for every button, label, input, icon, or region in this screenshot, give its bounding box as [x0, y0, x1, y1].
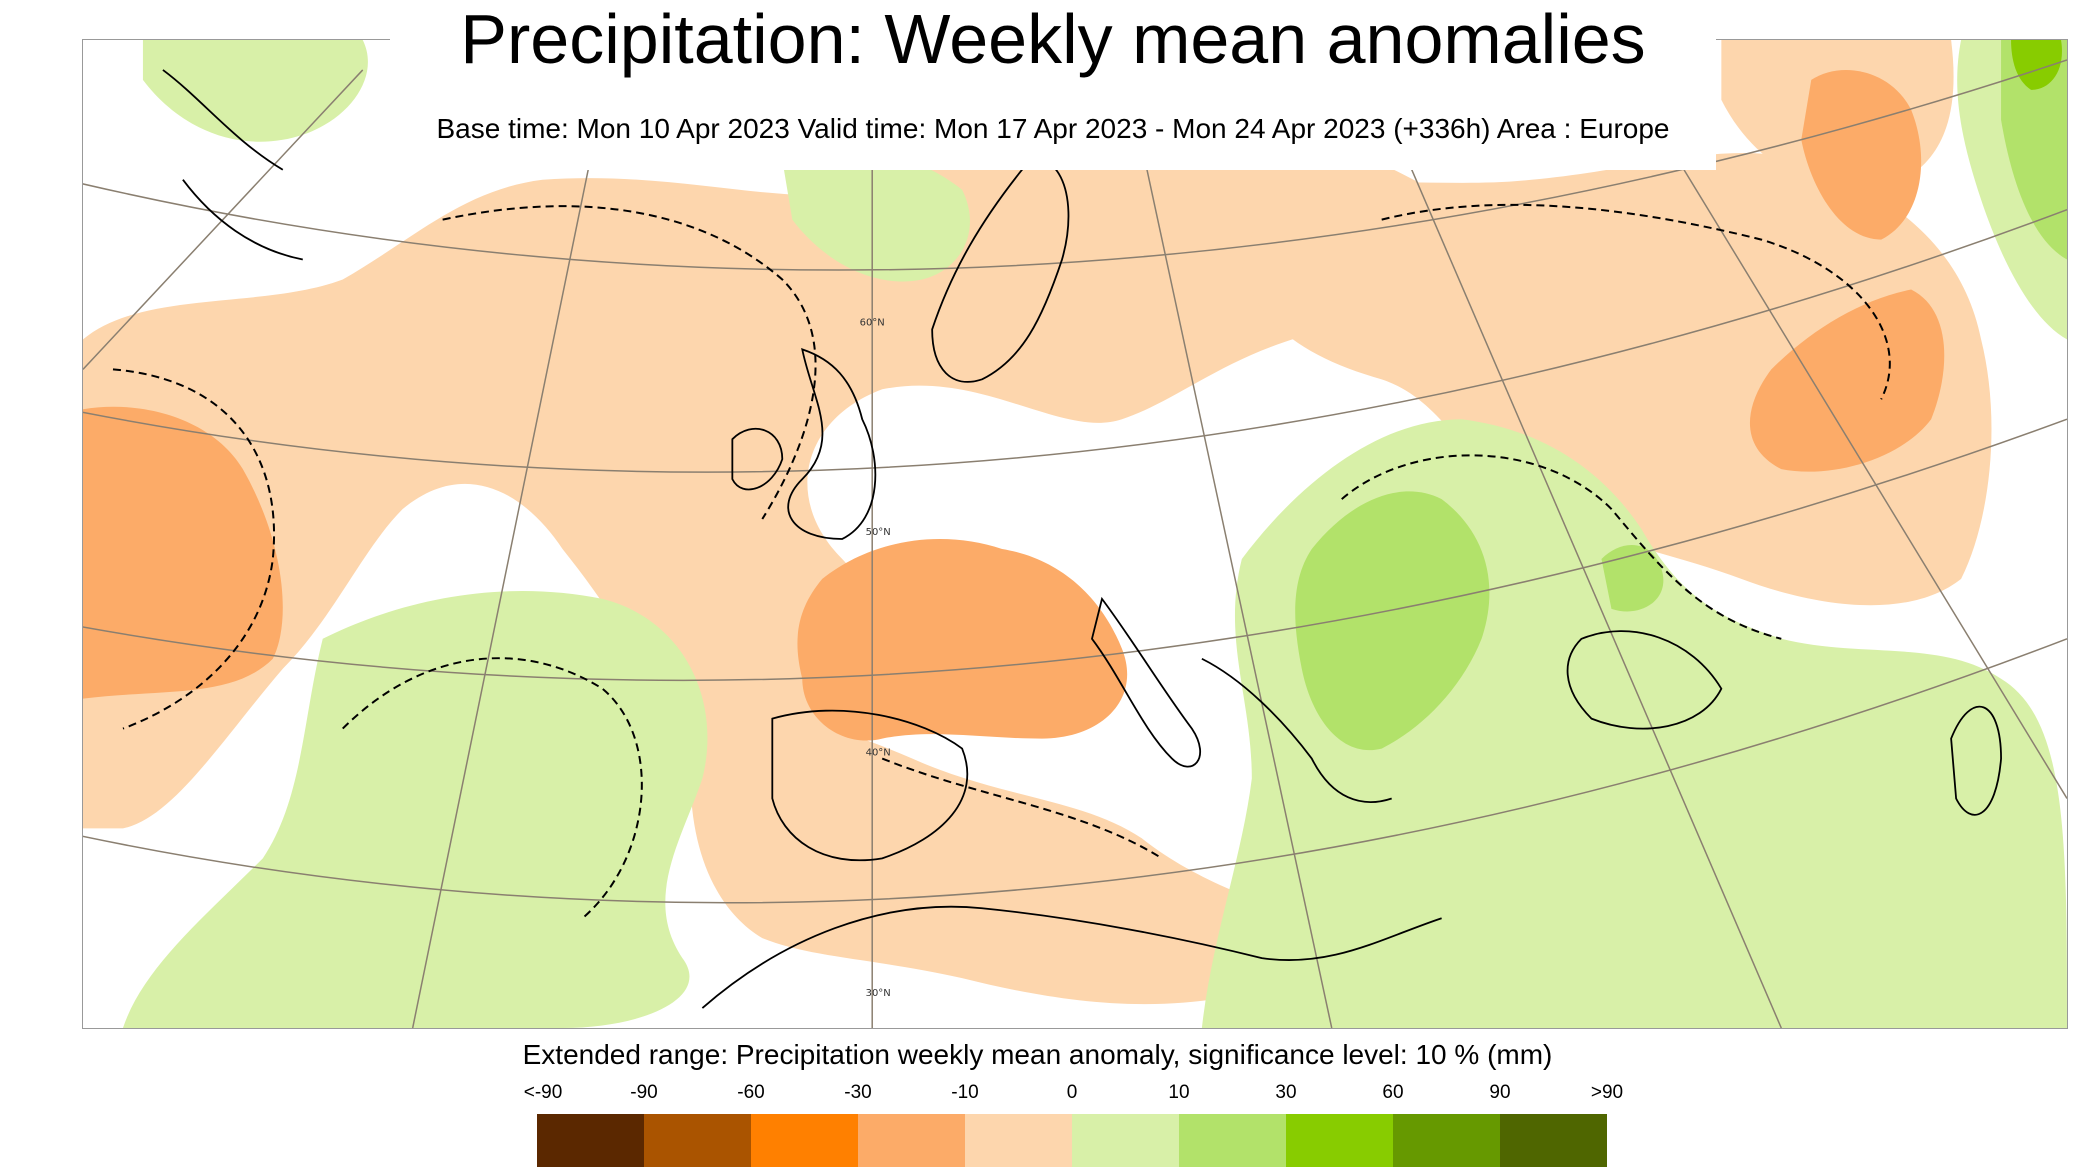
lat-label-40n: 40°N — [866, 748, 891, 759]
lat-label-50n: 50°N — [866, 527, 891, 538]
coast-iberia — [771, 709, 969, 862]
latitude-labels: 60°N 50°N 40°N 30°N — [860, 317, 891, 999]
coast-italy — [1091, 596, 1202, 768]
legend-swatch-6 — [1179, 1114, 1286, 1167]
legend-label: 10 — [1168, 1082, 1190, 1103]
legend-swatch-3 — [858, 1114, 965, 1167]
legend-label: 30 — [1275, 1082, 1297, 1103]
coastlines — [162, 69, 2002, 1009]
map-title: Precipitation: Weekly mean anomalies — [460, 0, 1646, 78]
legend-caption: Extended range: Precipitation weekly mea… — [522, 1039, 1553, 1070]
precipitation-anomaly-map: 60°N 50°N 40°N 30°N — [83, 40, 2067, 1028]
map-panel: 60°N 50°N 40°N 30°N — [82, 39, 2068, 1029]
coast-black-sea — [1566, 630, 1723, 730]
legend-swatch-2 — [751, 1114, 858, 1167]
dry-region-iberia-north-africa — [690, 719, 1316, 1005]
coast-scandinavia — [931, 160, 1070, 383]
wet-region-scandinavia — [782, 149, 970, 282]
coast-ireland — [731, 428, 784, 491]
coast-north-africa — [701, 905, 1442, 1009]
wet-anomaly-regions — [122, 40, 2067, 1028]
map-subtitle: Base time: Mon 10 Apr 2023 Valid time: M… — [436, 113, 1670, 144]
legend-label: -30 — [844, 1082, 872, 1103]
wet-region-greenland — [142, 40, 368, 142]
dry-region-eastern-europe — [1241, 153, 1992, 606]
legend-label: 90 — [1489, 1082, 1511, 1103]
graticule-30n — [83, 638, 2067, 904]
legend-labels: <-90 -90 -60 -30 -10 0 10 30 60 90 >90 — [0, 1083, 2075, 1109]
legend-label: -90 — [630, 1082, 658, 1103]
legend-label: -60 — [737, 1082, 765, 1103]
legend-label: <-90 — [523, 1082, 563, 1103]
wet-region-greece-core — [1295, 491, 1490, 751]
legend-label: >90 — [1590, 1082, 1624, 1103]
coast-caspian — [1950, 705, 2002, 816]
legend-color-bar — [537, 1114, 1607, 1167]
legend-label: 0 — [1066, 1082, 1078, 1103]
dry-region-ural — [1801, 69, 1922, 240]
legend-swatch-5 — [1072, 1114, 1179, 1167]
legend-label: 60 — [1382, 1082, 1404, 1103]
legend-swatch-8 — [1393, 1114, 1500, 1167]
legend-label: -10 — [951, 1082, 979, 1103]
coast-greenland — [162, 69, 303, 261]
lat-label-60n: 60°N — [860, 317, 885, 328]
legend-swatch-1 — [644, 1114, 751, 1167]
significance-contours — [112, 203, 1891, 919]
legend-swatch-7 — [1286, 1114, 1393, 1167]
wet-region-ukraine-core — [1601, 545, 1664, 612]
coast-british-isles — [787, 348, 877, 540]
dry-region-volga — [1749, 289, 1945, 472]
wet-region-ural-deep — [2011, 40, 2062, 90]
lat-label-30n: 30°N — [866, 988, 891, 999]
title-box: Precipitation: Weekly mean anomalies Bas… — [390, 0, 1716, 170]
coast-balkans — [1201, 657, 1392, 803]
dry-region-atlantic-west — [83, 406, 283, 699]
dry-region-north-atlantic — [83, 108, 1449, 829]
legend-swatch-4 — [965, 1114, 1072, 1167]
dry-anomaly-regions — [83, 40, 1992, 1005]
legend-swatch-0 — [537, 1114, 644, 1167]
wet-region-subtropical-atlantic — [122, 591, 708, 1028]
wet-region-urals-core — [2001, 40, 2067, 260]
dry-region-france — [797, 538, 1128, 741]
legend-swatch-9 — [1500, 1114, 1607, 1167]
